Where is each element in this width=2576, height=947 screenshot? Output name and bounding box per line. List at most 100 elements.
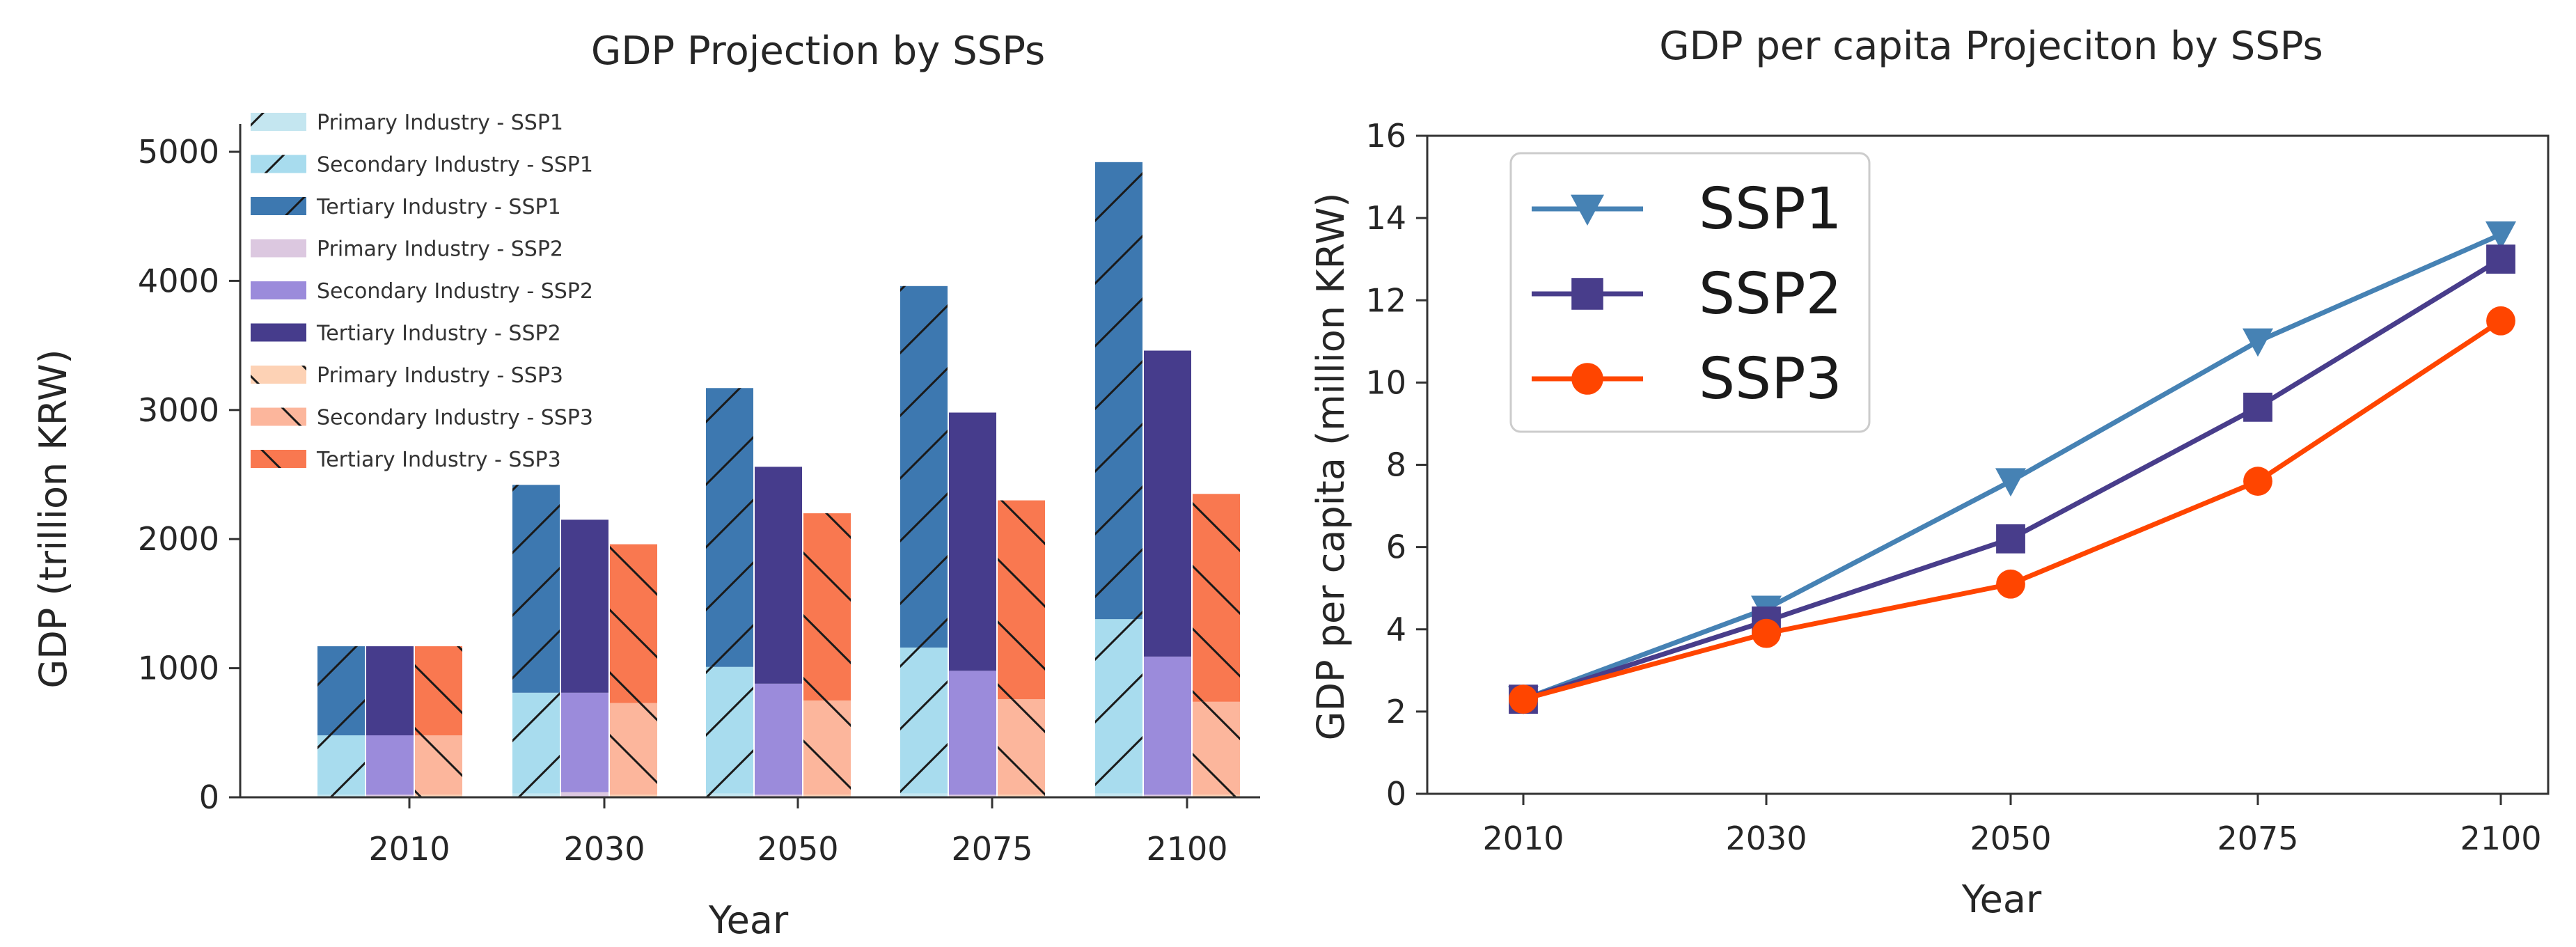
bar-segment-hatch (1095, 619, 1142, 794)
bar-segment (366, 795, 414, 797)
right-ytick-label: 6 (1386, 529, 1406, 566)
bar-segment-hatch (512, 485, 560, 693)
bar-segment-hatch (900, 285, 948, 648)
left-xtick-label: 2010 (368, 830, 450, 868)
legend-swatch (251, 239, 306, 258)
bar-segment (949, 795, 996, 797)
bar-segment-hatch (998, 795, 1045, 797)
bar-segment (1144, 656, 1191, 795)
left-ytick-label: 3000 (138, 391, 219, 429)
left-xtick-label: 2050 (757, 830, 838, 868)
bar-segment-hatch (803, 513, 851, 701)
bar-segment-hatch (998, 699, 1045, 795)
bar-segment-hatch (415, 646, 462, 736)
data-point (2243, 392, 2272, 422)
bar-segment-hatch (900, 793, 948, 797)
left-chart-xlabel: Year (708, 898, 789, 942)
bar-segment (561, 692, 608, 792)
left-stacked-bar-chart: 0 1000 2000 3000 4000 5000 2010 2030 2050 2075 210… (138, 111, 1260, 868)
legend-label: Primary Industry - SSP2 (317, 237, 563, 262)
bar-segment (561, 792, 608, 797)
right-xtick-label: 2050 (1970, 820, 2051, 857)
right-ytick-label: 12 (1365, 281, 1406, 319)
bar-segment-hatch (317, 646, 365, 736)
bar-segment (755, 683, 802, 795)
bar-segment-hatch (803, 700, 851, 795)
left-chart-ylabel: GDP (trillion KRW) (31, 349, 75, 688)
data-point (1996, 524, 2025, 554)
legend-swatch-hatch (251, 450, 306, 468)
right-xtick-label: 2030 (1725, 820, 1807, 857)
right-ytick-label: 8 (1386, 446, 1406, 484)
legend-label: Primary Industry - SSP3 (317, 363, 563, 388)
legend-marker (1571, 363, 1603, 395)
legend-swatch-hatch (251, 366, 306, 384)
bar-segment-hatch (610, 795, 657, 797)
data-point (1996, 569, 2025, 599)
legend-label: SSP3 (1699, 346, 1842, 412)
left-ytick-label: 5000 (138, 133, 219, 171)
bar-segment-hatch (610, 703, 657, 795)
bar-segment-hatch (1193, 795, 1240, 797)
legend-swatch-hatch (251, 407, 306, 426)
bar-segment-hatch (998, 500, 1045, 700)
legend-swatch-hatch (251, 155, 306, 173)
legend-swatch-hatch (251, 113, 306, 131)
bar-segment (1144, 795, 1191, 797)
right-legend-box (1509, 152, 1871, 433)
right-ytick-label: 14 (1365, 199, 1406, 237)
data-point (2485, 221, 2516, 250)
right-chart-ylabel: GDP per capita (million KRW) (1309, 193, 1353, 741)
legend-label: Tertiary Industry - SSP1 (316, 195, 561, 219)
legend-swatch-hatch (251, 197, 306, 215)
data-point (1509, 684, 1538, 714)
bar-segment-hatch (706, 793, 753, 797)
data-point (2243, 328, 2273, 357)
bar-segment-hatch (512, 793, 560, 797)
legend-label: Secondary Industry - SSP1 (317, 153, 593, 178)
legend-marker (1571, 194, 1604, 226)
left-xtick-label: 2100 (1146, 830, 1227, 868)
right-xtick-label: 2075 (2217, 820, 2298, 857)
left-ytick-label: 0 (199, 778, 219, 816)
bar-segment-hatch (1095, 793, 1142, 797)
bar-segment-hatch (1193, 701, 1240, 795)
bar-segment (949, 671, 996, 795)
legend-swatch (251, 323, 306, 342)
bar-segment (755, 467, 802, 684)
bar-segment-hatch (900, 647, 948, 794)
data-point (1995, 468, 2026, 497)
right-ytick-label: 4 (1386, 611, 1406, 648)
legend-label: Tertiary Industry - SSP2 (316, 322, 561, 346)
right-ytick-label: 0 (1386, 775, 1406, 813)
data-point (1752, 618, 1781, 648)
bar-segment-hatch (317, 795, 365, 797)
legend-label: SSP2 (1699, 261, 1842, 327)
right-xtick-label: 2010 (1482, 820, 1564, 857)
right-ytick-label: 10 (1365, 363, 1406, 401)
bar-segment (561, 519, 608, 693)
data-point (2243, 467, 2272, 496)
bar-segment (755, 795, 802, 797)
legend-label: Secondary Industry - SSP3 (317, 406, 593, 430)
left-ytick-label: 1000 (138, 650, 219, 687)
bar-segment (1144, 350, 1191, 657)
right-ytick-label: 2 (1386, 693, 1406, 730)
bar-segment-hatch (706, 666, 753, 794)
bar-segment-hatch (803, 795, 851, 797)
bar-segment-hatch (1193, 494, 1240, 702)
legend-label: SSP1 (1699, 176, 1842, 242)
bar-segment (366, 646, 414, 736)
bar-segment (949, 412, 996, 671)
legend-swatch (251, 281, 306, 299)
legend-marker (1571, 278, 1603, 310)
legend-label: Tertiary Industry - SSP3 (316, 448, 561, 472)
right-chart-title: GDP per capita Projeciton by SSPs (1659, 24, 2323, 69)
bar-segment-hatch (512, 692, 560, 794)
right-xtick-label: 2100 (2460, 820, 2541, 857)
right-ytick-label: 16 (1365, 117, 1406, 155)
legend-label: Secondary Industry - SSP2 (317, 279, 593, 304)
bar-segment-hatch (610, 544, 657, 703)
data-point (2486, 244, 2515, 274)
